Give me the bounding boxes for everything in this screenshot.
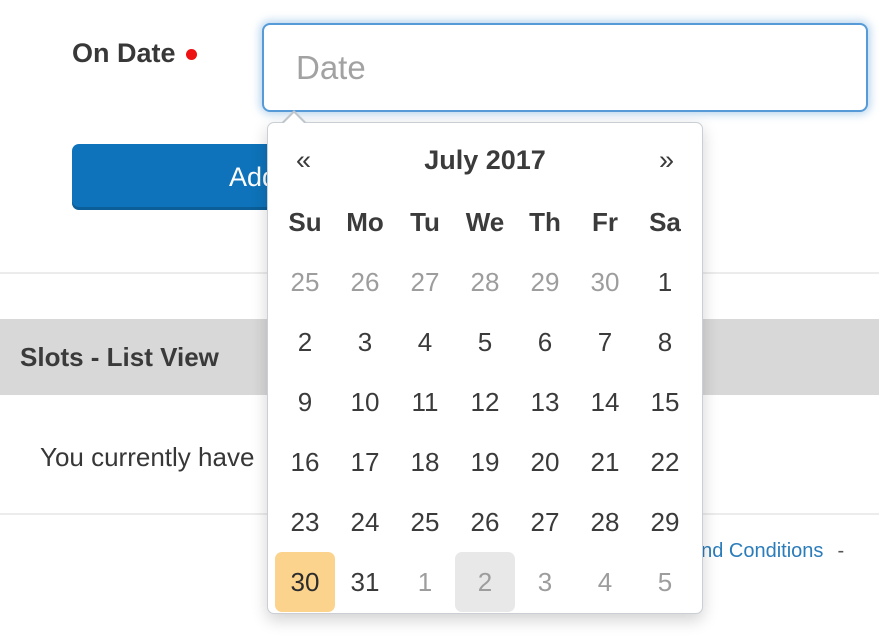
section-header-title: Slots - List View bbox=[20, 342, 219, 372]
calendar-day[interactable]: 31 bbox=[350, 567, 380, 597]
calendar-day[interactable]: 5 bbox=[657, 567, 673, 597]
calendar-day[interactable]: 29 bbox=[650, 507, 680, 537]
calendar-day[interactable]: 25 bbox=[290, 267, 320, 297]
calendar-day[interactable]: 26 bbox=[470, 507, 500, 537]
calendar-day[interactable]: 28 bbox=[590, 507, 620, 537]
calendar-day[interactable]: 27 bbox=[410, 267, 440, 297]
calendar-day[interactable]: 28 bbox=[470, 267, 500, 297]
calendar-day[interactable]: 1 bbox=[417, 567, 433, 597]
on-date-label-text: On Date bbox=[72, 38, 176, 68]
calendar-day[interactable]: 30 bbox=[275, 552, 335, 612]
terms-link[interactable]: and Conditions bbox=[690, 540, 824, 562]
datepicker-popup: « July 2017 » Su Mo Tu We Th Fr Sa 25 26 27 28 29 30… bbox=[267, 110, 703, 614]
calendar-day[interactable]: 1 bbox=[657, 267, 673, 297]
day-header: Fr bbox=[592, 207, 618, 237]
footer-separator: - bbox=[837, 540, 845, 562]
calendar-day[interactable]: 11 bbox=[411, 387, 439, 417]
date-input[interactable] bbox=[262, 23, 868, 112]
calendar-day[interactable]: 2 bbox=[297, 327, 313, 357]
calendar-day[interactable]: 25 bbox=[410, 507, 440, 537]
calendar-day[interactable]: 22 bbox=[650, 447, 680, 477]
datepicker-header: « July 2017 » bbox=[268, 128, 702, 192]
calendar-day[interactable]: 18 bbox=[410, 447, 440, 477]
calendar-day[interactable]: 20 bbox=[530, 447, 560, 477]
calendar-day[interactable]: 21 bbox=[590, 447, 620, 477]
month-title: July 2017 bbox=[424, 144, 546, 175]
calendar-day[interactable]: 12 bbox=[470, 387, 500, 417]
popup-arrow-icon bbox=[281, 110, 307, 124]
calendar-day[interactable]: 4 bbox=[417, 327, 433, 357]
calendar-day[interactable]: 19 bbox=[470, 447, 500, 477]
calendar-day[interactable]: 3 bbox=[537, 567, 553, 597]
calendar-day[interactable]: 13 bbox=[530, 387, 560, 417]
on-date-label: On Date bbox=[72, 38, 197, 69]
status-message: You currently have bbox=[40, 442, 255, 472]
day-header: Th bbox=[529, 207, 561, 237]
calendar-day[interactable]: 3 bbox=[357, 327, 373, 357]
calendar-day[interactable]: 7 bbox=[597, 327, 613, 357]
calendar-day[interactable]: 5 bbox=[477, 327, 493, 357]
calendar-day[interactable]: 24 bbox=[350, 507, 380, 537]
day-header: Su bbox=[288, 207, 322, 237]
next-month-button[interactable]: » bbox=[658, 144, 674, 175]
calendar-day[interactable]: 27 bbox=[530, 507, 560, 537]
day-header: Tu bbox=[410, 207, 440, 237]
calendar-day[interactable]: 26 bbox=[350, 267, 380, 297]
footer: and Conditions - bbox=[690, 540, 844, 563]
calendar-day[interactable]: 29 bbox=[530, 267, 560, 297]
calendar-day[interactable]: 8 bbox=[657, 327, 673, 357]
calendar-day[interactable]: 30 bbox=[590, 267, 620, 297]
calendar-day[interactable]: 17 bbox=[350, 447, 380, 477]
calendar-grid: Su Mo Tu We Th Fr Sa 25 26 27 28 29 30 1 2 3 4 5 6 7 8 9 10 11 1… bbox=[268, 192, 702, 612]
day-header: Mo bbox=[346, 207, 384, 237]
calendar-day[interactable]: 4 bbox=[597, 567, 613, 597]
calendar-day[interactable]: 6 bbox=[537, 327, 553, 357]
calendar-day[interactable]: 10 bbox=[350, 387, 380, 417]
calendar-day[interactable]: 14 bbox=[590, 387, 620, 417]
day-header: We bbox=[465, 207, 505, 237]
day-header: Sa bbox=[649, 207, 681, 237]
prev-month-button[interactable]: « bbox=[296, 144, 312, 175]
calendar-day[interactable]: 2 bbox=[455, 552, 515, 612]
calendar-day[interactable]: 15 bbox=[650, 387, 680, 417]
calendar-day[interactable]: 23 bbox=[290, 507, 320, 537]
calendar-day[interactable]: 9 bbox=[297, 387, 313, 417]
required-dot-icon bbox=[185, 49, 197, 60]
calendar-day[interactable]: 16 bbox=[290, 447, 320, 477]
